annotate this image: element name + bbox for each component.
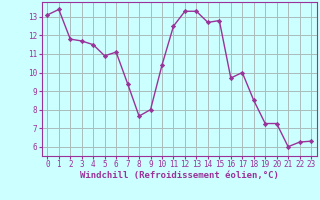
X-axis label: Windchill (Refroidissement éolien,°C): Windchill (Refroidissement éolien,°C) <box>80 171 279 180</box>
